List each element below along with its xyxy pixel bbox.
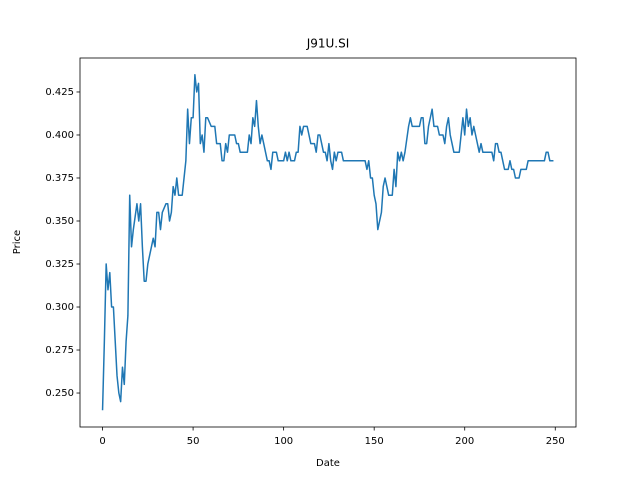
- x-axis-label: Date: [316, 458, 340, 469]
- y-tick-label: 0.375: [45, 173, 74, 184]
- x-tick-label: 0: [99, 436, 105, 447]
- chart-title: J91U.SI: [306, 37, 350, 51]
- x-tick-label: 250: [546, 436, 565, 447]
- y-tick-label: 0.350: [45, 216, 74, 227]
- y-tick-label: 0.425: [45, 87, 74, 98]
- y-tick-label: 0.250: [45, 388, 74, 399]
- y-tick-label: 0.300: [45, 302, 74, 313]
- x-tick-label: 50: [187, 436, 200, 447]
- y-axis-label: Price: [12, 230, 23, 254]
- axes-frame: [79, 57, 577, 428]
- x-tick-label: 200: [455, 436, 474, 447]
- y-tick-label: 0.400: [45, 130, 74, 141]
- x-tick-label: 100: [274, 436, 293, 447]
- y-tick-label: 0.325: [45, 259, 74, 270]
- y-tick-label: 0.275: [45, 345, 74, 356]
- x-tick-label: 150: [365, 436, 384, 447]
- price-line: [101, 74, 554, 411]
